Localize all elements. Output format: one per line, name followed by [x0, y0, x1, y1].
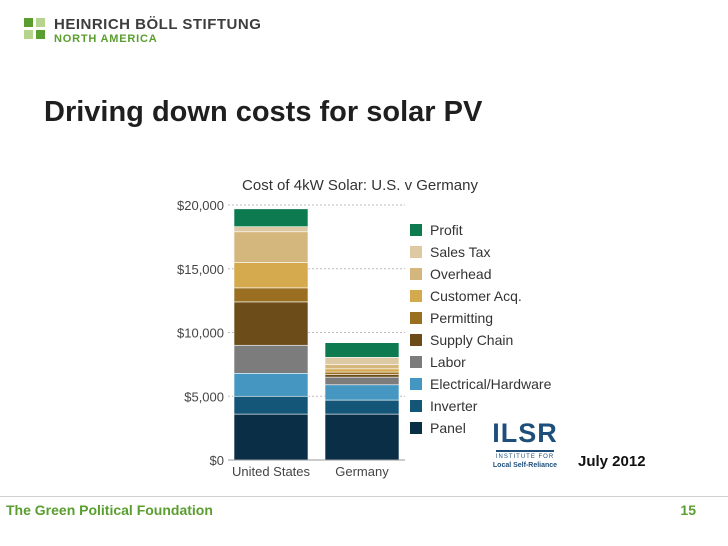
bar-segment-permitting: [324, 371, 400, 375]
legend-swatch: [410, 312, 422, 324]
footer-text: The Green Political Foundation: [6, 502, 213, 518]
ilsr-line2: Local Self-Reliance: [492, 462, 558, 469]
page-number: 15: [680, 502, 696, 518]
chart-title: Cost of 4kW Solar: U.S. v Germany: [242, 177, 478, 194]
bar-segment-overhead: [233, 231, 309, 263]
y-tick-label: $20,000: [177, 198, 224, 213]
bar-segment-overhead: [324, 364, 400, 370]
date-label: July 2012: [578, 453, 646, 470]
legend-label: Sales Tax: [430, 244, 490, 260]
legend-swatch: [410, 356, 422, 368]
legend-label: Overhead: [430, 266, 491, 282]
legend-swatch: [410, 422, 422, 434]
bar-segment-labor: [233, 344, 309, 374]
legend-swatch: [410, 268, 422, 280]
x-tick-label: Germany: [335, 464, 389, 479]
legend-swatch: [410, 334, 422, 346]
legend-label: Supply Chain: [430, 332, 513, 348]
bar-segment-inverter: [324, 399, 400, 415]
bar-segment-sales-tax: [324, 357, 400, 365]
legend-label: Inverter: [430, 398, 478, 414]
bar-segment-electrical-hardware: [233, 372, 309, 397]
logo-squares-icon: [24, 18, 46, 40]
ilsr-mark: ILSR: [492, 418, 558, 448]
y-tick-label: $0: [210, 453, 224, 468]
bar-segment-profit: [324, 342, 400, 358]
legend-swatch: [410, 378, 422, 390]
bar-segment-permitting: [233, 287, 309, 303]
legend-label: Labor: [430, 354, 466, 370]
slide-title: Driving down costs for solar PV: [44, 96, 483, 128]
legend-swatch: [410, 224, 422, 236]
bar-segment-customer-acq-: [324, 368, 400, 373]
legend-label: Permitting: [430, 310, 493, 326]
footer-divider: [0, 496, 728, 497]
x-tick-label: United States: [232, 464, 311, 479]
bar-segment-supply-chain: [324, 374, 400, 378]
legend-label: Customer Acq.: [430, 288, 522, 304]
y-tick-label: $15,000: [177, 262, 224, 277]
y-tick-label: $10,000: [177, 326, 224, 341]
bar-segment-labor: [324, 376, 400, 386]
bar-segment-panel: [233, 413, 309, 461]
ilsr-logo: ILSR INSTITUTE FOR Local Self-Reliance: [492, 418, 558, 474]
legend-swatch: [410, 290, 422, 302]
legend-swatch: [410, 400, 422, 412]
org-region: NORTH AMERICA: [54, 33, 158, 45]
ilsr-line1: INSTITUTE FOR: [495, 454, 555, 460]
logo: HEINRICH BÖLL STIFTUNG NORTH AMERICA: [24, 14, 284, 48]
bar-segment-inverter: [233, 395, 309, 415]
bar-segment-profit: [233, 208, 309, 227]
org-name: HEINRICH BÖLL STIFTUNG: [54, 16, 262, 33]
bar-segment-electrical-hardware: [324, 384, 400, 401]
bar-segment-customer-acq-: [233, 262, 309, 289]
bar-segment-supply-chain: [233, 301, 309, 346]
legend-label: Electrical/Hardware: [430, 376, 552, 392]
y-tick-label: $5,000: [184, 389, 224, 404]
bar-segment-sales-tax: [233, 226, 309, 233]
bar-segment-panel: [324, 413, 400, 461]
legend-swatch: [410, 246, 422, 258]
legend-label: Profit: [430, 222, 463, 238]
ilsr-divider: [496, 450, 554, 452]
legend-label: Panel: [430, 420, 466, 436]
